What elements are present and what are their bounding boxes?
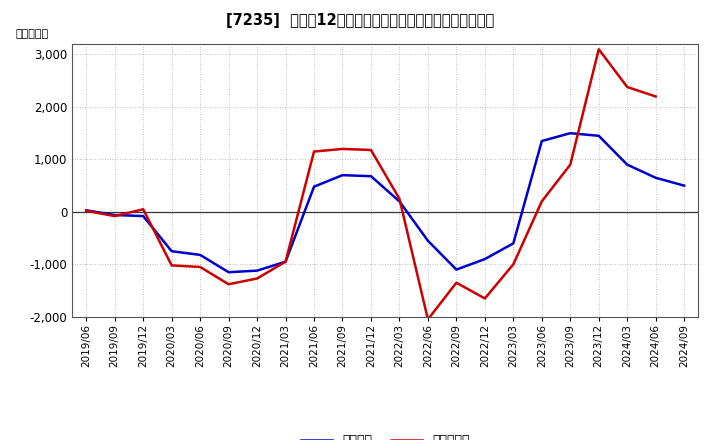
経常利益 xyxy=(395,199,404,204)
当期純利益 xyxy=(82,208,91,213)
Line: 当期純利益: 当期純利益 xyxy=(86,49,656,319)
経常利益 xyxy=(338,172,347,178)
経常利益 xyxy=(452,267,461,272)
当期純利益 xyxy=(167,263,176,268)
当期純利益 xyxy=(110,213,119,219)
経常利益 xyxy=(282,259,290,264)
経常利益 xyxy=(167,249,176,254)
当期純利益 xyxy=(566,162,575,167)
経常利益 xyxy=(680,183,688,188)
当期純利益 xyxy=(139,207,148,212)
経常利益 xyxy=(480,257,489,262)
当期純利益 xyxy=(395,196,404,202)
経常利益 xyxy=(196,252,204,257)
経常利益 xyxy=(566,131,575,136)
当期純利益 xyxy=(196,264,204,270)
Text: （百万円）: （百万円） xyxy=(16,29,49,39)
経常利益 xyxy=(623,162,631,167)
Line: 経常利益: 経常利益 xyxy=(86,133,684,272)
当期純利益 xyxy=(537,199,546,204)
Legend: 経常利益, 当期純利益: 経常利益, 当期純利益 xyxy=(296,429,474,440)
経常利益 xyxy=(537,139,546,144)
経常利益 xyxy=(310,184,318,189)
経常利益 xyxy=(82,208,91,213)
当期純利益 xyxy=(253,276,261,281)
当期純利益 xyxy=(310,149,318,154)
当期純利益 xyxy=(282,259,290,264)
当期純利益 xyxy=(225,282,233,287)
経常利益 xyxy=(110,213,119,218)
当期純利益 xyxy=(623,84,631,90)
当期純利益 xyxy=(480,296,489,301)
経常利益 xyxy=(509,241,518,246)
Text: [7235]  利益だ12か月移動合計の対前年同期増減額の推移: [7235] 利益だ12か月移動合計の対前年同期増減額の推移 xyxy=(226,13,494,28)
当期純利益 xyxy=(452,280,461,286)
当期純利益 xyxy=(509,262,518,267)
当期純利益 xyxy=(338,146,347,151)
経常利益 xyxy=(366,173,375,179)
経常利益 xyxy=(652,175,660,180)
当期純利益 xyxy=(423,317,432,322)
経常利益 xyxy=(139,213,148,219)
経常利益 xyxy=(595,133,603,139)
経常利益 xyxy=(423,238,432,243)
当期純利益 xyxy=(595,47,603,52)
当期純利益 xyxy=(652,94,660,99)
経常利益 xyxy=(253,268,261,273)
当期純利益 xyxy=(366,147,375,153)
経常利益 xyxy=(225,270,233,275)
